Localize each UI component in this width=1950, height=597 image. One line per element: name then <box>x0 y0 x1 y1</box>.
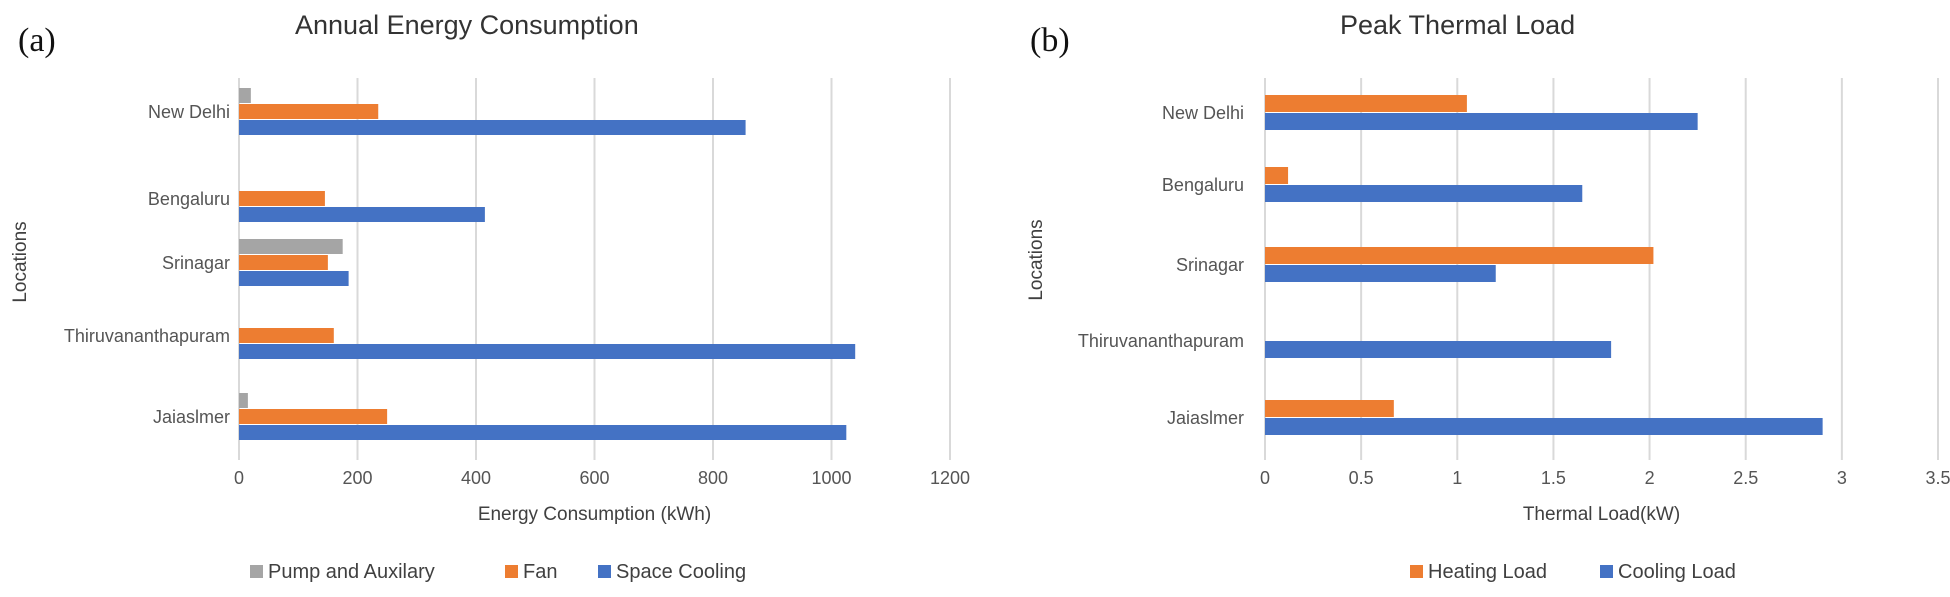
bar-a-fan-4 <box>239 409 388 424</box>
bar-a-fan-2 <box>239 255 328 270</box>
category-label-a-4: Jaiaslmer <box>153 407 230 427</box>
y-axis-title-a: Locations <box>10 221 31 302</box>
legend-swatch-a-0 <box>250 565 263 578</box>
x-axis-title-b: Thermal Load(kW) <box>1523 504 1680 525</box>
bar-a-space-cooling-0 <box>239 120 746 135</box>
bar-a-fan-0 <box>239 104 379 119</box>
bar-a-space-cooling-2 <box>239 271 349 286</box>
x-tick-label-b-4: 2 <box>1645 468 1655 488</box>
bar-b-cooling-load-4 <box>1265 418 1823 435</box>
category-label-a-3: Thiruvananthapuram <box>64 326 230 346</box>
x-tick-label-b-7: 3.5 <box>1925 468 1950 488</box>
x-tick-label-b-1: 0.5 <box>1349 468 1374 488</box>
bar-a-fan-3 <box>239 328 334 343</box>
bar-a-space-cooling-4 <box>239 425 847 440</box>
legend-swatch-b-0 <box>1410 565 1423 578</box>
category-label-b-4: Jaiaslmer <box>1167 408 1244 428</box>
bar-a-pump-and-auxilary-2 <box>239 239 343 254</box>
category-label-b-3: Thiruvananthapuram <box>1078 331 1244 351</box>
bar-a-pump-and-auxilary-4 <box>239 393 248 408</box>
x-tick-label-a-2: 400 <box>461 468 491 488</box>
bar-b-cooling-load-0 <box>1265 113 1698 130</box>
category-label-a-0: New Delhi <box>148 102 230 122</box>
chart-title-b: Peak Thermal Load <box>1340 10 1576 40</box>
category-label-b-2: Srinagar <box>1176 255 1244 275</box>
bar-a-fan-1 <box>239 191 325 206</box>
bar-a-pump-and-auxilary-0 <box>239 88 251 103</box>
bar-b-heating-load-4 <box>1265 400 1394 417</box>
bar-b-heating-load-2 <box>1265 247 1654 264</box>
bar-b-cooling-load-3 <box>1265 341 1612 358</box>
category-label-a-2: Srinagar <box>162 253 230 273</box>
category-label-b-0: New Delhi <box>1162 103 1244 123</box>
x-tick-label-b-3: 1.5 <box>1541 468 1566 488</box>
x-tick-label-b-6: 3 <box>1837 468 1847 488</box>
x-tick-label-b-2: 1 <box>1452 468 1462 488</box>
x-tick-label-a-3: 600 <box>579 468 609 488</box>
legend-swatch-a-2 <box>598 565 611 578</box>
chart-title-a: Annual Energy Consumption <box>295 10 639 40</box>
x-axis-title-a: Energy Consumption (kWh) <box>478 504 711 525</box>
x-tick-label-a-4: 800 <box>698 468 728 488</box>
legend-label-b-1: Cooling Load <box>1618 561 1736 583</box>
x-tick-label-a-1: 200 <box>342 468 372 488</box>
bar-b-cooling-load-1 <box>1265 185 1583 202</box>
legend-label-a-0: Pump and Auxilary <box>268 561 435 583</box>
bar-a-space-cooling-1 <box>239 207 485 222</box>
bar-b-cooling-load-2 <box>1265 265 1496 282</box>
panel-label-a: (a) <box>18 22 56 59</box>
panel-label-b: (b) <box>1030 22 1070 59</box>
x-tick-label-a-5: 1000 <box>811 468 851 488</box>
category-label-a-1: Bengaluru <box>148 189 230 209</box>
x-tick-label-a-6: 1200 <box>930 468 970 488</box>
category-label-b-1: Bengaluru <box>1162 175 1244 195</box>
bar-a-space-cooling-3 <box>239 344 856 359</box>
x-tick-label-b-0: 0 <box>1260 468 1270 488</box>
x-tick-label-a-0: 0 <box>234 468 244 488</box>
legend-swatch-b-1 <box>1600 565 1613 578</box>
bar-b-heating-load-1 <box>1265 167 1289 184</box>
legend-swatch-a-1 <box>505 565 518 578</box>
x-tick-label-b-5: 2.5 <box>1733 468 1758 488</box>
bar-b-heating-load-0 <box>1265 95 1467 112</box>
legend-label-b-0: Heating Load <box>1428 561 1547 583</box>
legend-label-a-1: Fan <box>523 561 557 583</box>
legend-label-a-2: Space Cooling <box>616 561 746 583</box>
y-axis-title-b: Locations <box>1026 219 1047 300</box>
